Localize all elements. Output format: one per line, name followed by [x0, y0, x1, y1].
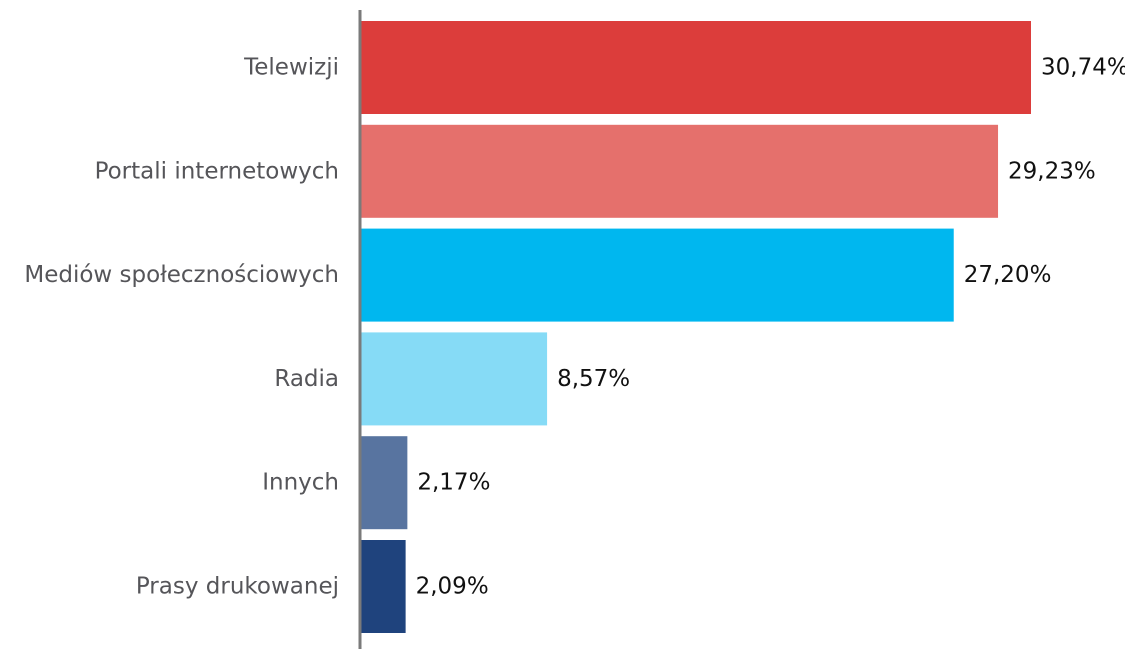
- labels-layer: Telewizji 30,74% Portali internetowych 29,2…: [24, 55, 1125, 600]
- bar-0: [360, 21, 1031, 114]
- category-label-0: Telewizji: [243, 55, 339, 81]
- value-label-2: 27,20%: [964, 262, 1052, 288]
- value-label-1: 29,23%: [1008, 158, 1096, 184]
- category-label-3: Radia: [274, 366, 339, 392]
- category-label-2: Mediów społecznościowych: [24, 262, 339, 288]
- value-label-5: 2,09%: [416, 574, 489, 600]
- category-label-4: Innych: [262, 470, 339, 496]
- value-label-4: 2,17%: [417, 470, 490, 496]
- bar-3: [360, 332, 548, 426]
- value-label-3: 8,57%: [557, 366, 630, 392]
- value-label-0: 30,74%: [1041, 55, 1125, 81]
- bars-layer: [360, 21, 1031, 633]
- category-label-1: Portali internetowych: [95, 158, 339, 184]
- category-label-5: Prasy drukowanej: [136, 574, 339, 600]
- bar-2: [360, 228, 954, 322]
- bar-1: [360, 124, 999, 218]
- bar-5: [360, 540, 406, 633]
- bar-4: [360, 436, 408, 530]
